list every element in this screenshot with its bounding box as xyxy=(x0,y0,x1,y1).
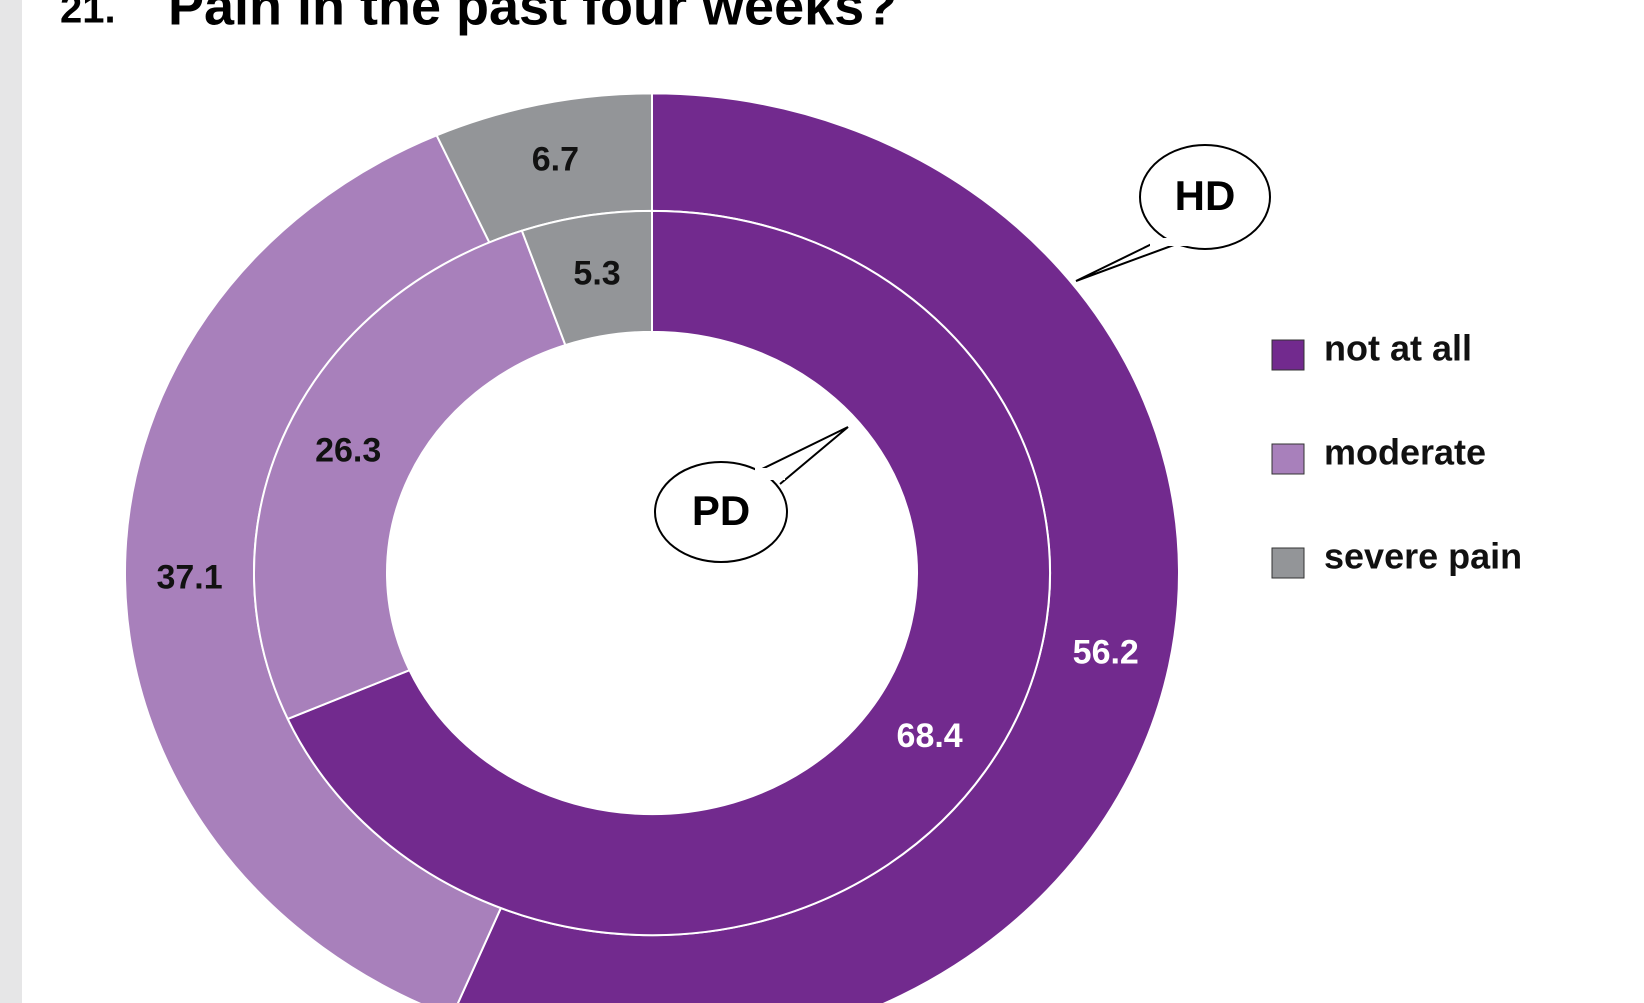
chart-title: Pain in the past four weeks? xyxy=(168,0,897,36)
legend-swatch xyxy=(1271,547,1305,579)
data-label: 56.2 xyxy=(1073,633,1139,671)
callout-bubble xyxy=(654,461,788,563)
chart-number: 21. xyxy=(60,0,116,32)
legend-label: moderate xyxy=(1324,432,1486,473)
rings xyxy=(123,92,1180,1003)
legend-swatch xyxy=(1271,339,1305,371)
callout-bubble xyxy=(1139,144,1271,250)
data-label: 26.3 xyxy=(315,431,381,469)
donut-slice xyxy=(520,209,653,347)
legend: not at all moderate severe pain xyxy=(1271,328,1522,579)
side-strip xyxy=(0,0,22,1003)
legend-label: severe pain xyxy=(1324,536,1522,577)
donut-slice xyxy=(286,209,1051,937)
callout-label: PD xyxy=(692,487,750,534)
callout-join xyxy=(755,468,785,480)
data-label: 6.7 xyxy=(532,140,579,178)
donut-slice xyxy=(253,229,567,721)
labels: 56.2 37.1 6.7 68.4 26.3 5.3 xyxy=(156,140,1138,754)
callout-join xyxy=(1150,238,1190,246)
legend-label: not at all xyxy=(1324,328,1472,369)
callout-label: HD xyxy=(1175,172,1236,219)
data-label: 68.4 xyxy=(897,717,963,755)
callout-tail xyxy=(1075,239,1183,282)
legend-swatch xyxy=(1271,443,1305,475)
data-label: 5.3 xyxy=(573,254,620,292)
data-label: 37.1 xyxy=(156,559,222,597)
